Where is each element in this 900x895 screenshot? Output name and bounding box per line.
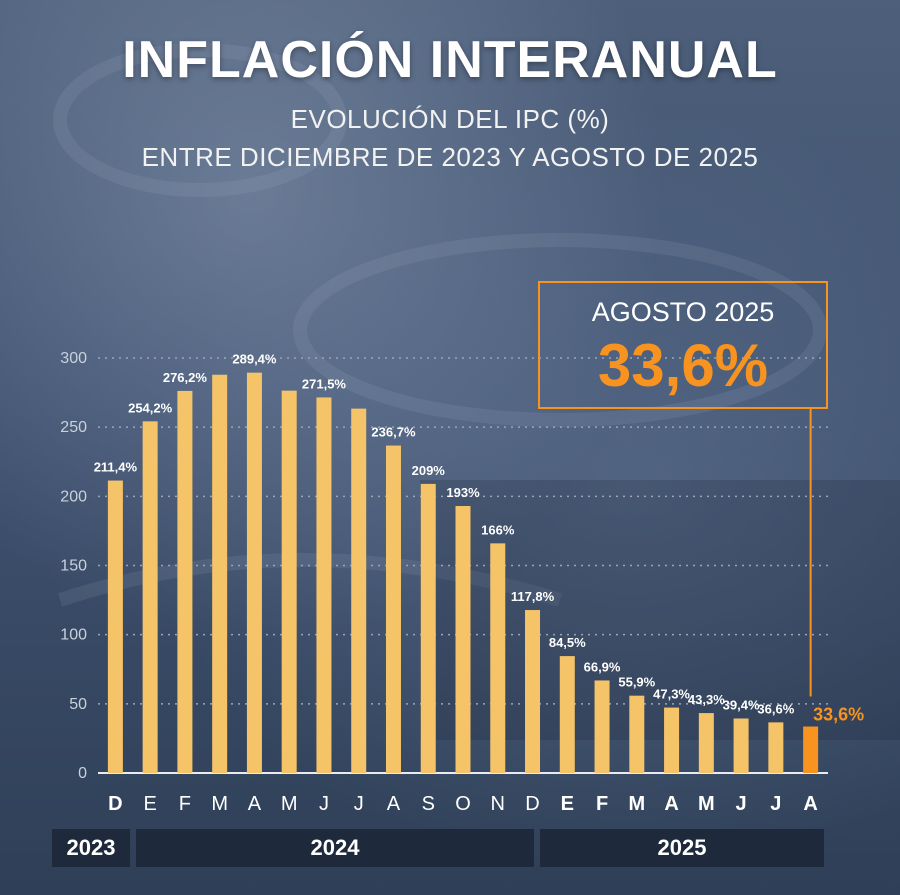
x-tick-label: J: [736, 793, 747, 815]
data-label: 236,7%: [371, 425, 416, 440]
callout-label: AGOSTO 2025: [591, 297, 775, 327]
bars: [107, 372, 819, 773]
data-label: 33,6%: [813, 705, 864, 725]
year-2025: 2025: [540, 829, 824, 867]
data-label: 211,4%: [94, 460, 138, 475]
bar: [107, 480, 123, 773]
bar: [733, 718, 749, 773]
callout-value: 33,6%: [597, 332, 769, 399]
data-label: 289,4%: [232, 352, 277, 367]
data-label: 209%: [412, 463, 446, 478]
x-tick-label: J: [354, 793, 364, 815]
data-label: 254,2%: [128, 400, 173, 415]
callout-box: AGOSTO 2025 33,6%: [538, 281, 828, 409]
bar: [664, 707, 680, 773]
x-tick-label: F: [596, 793, 608, 815]
chart-subtitle-period: ENTRE DICIEMBRE DE 2023 Y AGOSTO DE 2025: [141, 142, 759, 172]
bar: [142, 421, 158, 773]
data-label: 36,6%: [757, 701, 794, 716]
data-label: 271,5%: [302, 376, 347, 391]
data-label: 84,5%: [549, 635, 586, 650]
bar: [385, 445, 401, 773]
data-label: 276,2%: [163, 370, 208, 385]
x-tick-label: A: [387, 793, 401, 815]
data-label: 193%: [446, 485, 480, 500]
y-tick-label: 50: [69, 696, 87, 713]
y-tick-label: 0: [78, 765, 87, 782]
x-tick-label: M: [211, 793, 228, 815]
x-tick-label: D: [525, 793, 539, 815]
data-label: 66,9%: [584, 659, 621, 674]
bar: [177, 390, 193, 773]
bar: [420, 483, 436, 773]
bar: [490, 543, 506, 773]
bar: [212, 374, 228, 773]
chart-subtitle: EVOLUCIÓN DEL IPC (%): [290, 104, 610, 134]
data-label: 39,4%: [723, 697, 760, 712]
chart-title: INFLACIÓN INTERANUAL: [122, 31, 778, 89]
bar: [698, 713, 714, 773]
x-tick-label: J: [770, 793, 781, 815]
bar: [768, 722, 784, 773]
y-tick-label: 150: [60, 558, 87, 575]
x-tick-label: M: [281, 793, 298, 815]
data-label: 55,9%: [618, 675, 655, 690]
bar: [455, 506, 471, 773]
bar: [246, 372, 262, 773]
bar: [803, 726, 819, 773]
y-tick-label: 300: [60, 350, 87, 367]
x-tick-label: A: [248, 793, 262, 815]
x-tick-label: O: [455, 793, 471, 815]
y-axis-labels: 0 50 100 150 200 250 300: [60, 350, 87, 782]
data-labels: 211,4% 254,2% 276,2% 289,4% 271,5% 236,7% 209%…: [94, 352, 864, 725]
x-tick-label: N: [491, 793, 505, 815]
data-label: 166%: [481, 522, 515, 537]
x-tick-label: M: [698, 793, 715, 815]
data-label: 43,3%: [688, 692, 725, 707]
y-tick-label: 200: [60, 488, 87, 505]
bar: [281, 390, 297, 773]
x-tick-label: E: [143, 793, 156, 815]
x-tick-label: A: [664, 793, 678, 815]
bar: [525, 610, 541, 773]
bar: [594, 680, 610, 773]
y-tick-label: 100: [60, 627, 87, 644]
x-tick-label: S: [422, 793, 435, 815]
bar: [629, 695, 645, 773]
data-label: 117,8%: [511, 589, 555, 604]
x-tick-label: A: [803, 793, 817, 815]
y-tick-label: 250: [60, 419, 87, 436]
year-2023: 2023: [52, 829, 130, 867]
x-tick-label: E: [561, 793, 574, 815]
bar: [316, 397, 332, 773]
bar: [351, 408, 367, 773]
data-label: 47,3%: [653, 687, 690, 702]
year-2024: 2024: [136, 829, 534, 867]
x-tick-label: M: [628, 793, 645, 815]
x-tick-label: F: [179, 793, 191, 815]
x-tick-label: D: [108, 793, 122, 815]
x-tick-label: J: [319, 793, 329, 815]
bar: [559, 656, 575, 773]
